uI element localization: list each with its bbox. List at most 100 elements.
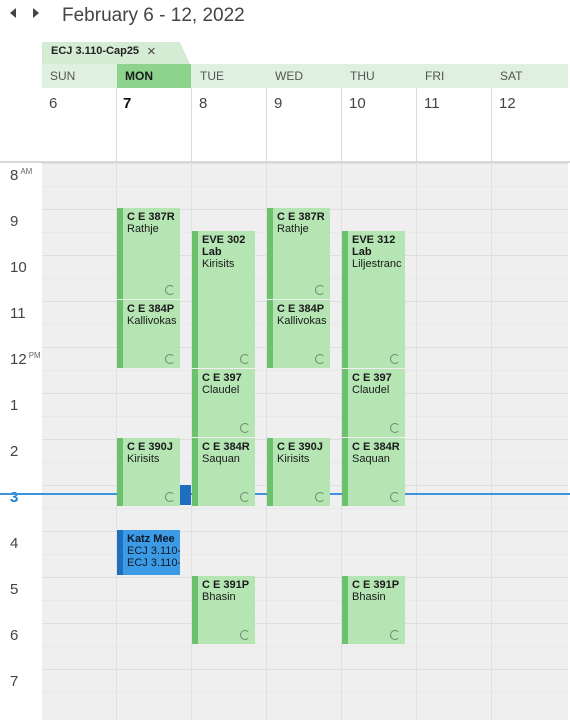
- day-header-mon[interactable]: MON: [117, 64, 191, 88]
- previous-week-arrow-icon[interactable]: [10, 8, 16, 18]
- column-divider: [266, 88, 267, 162]
- recurring-icon: [315, 492, 325, 502]
- hour-grid-line: [42, 393, 568, 394]
- half-hour-grid-line: [42, 186, 568, 187]
- hour-grid-line: [42, 669, 568, 670]
- date-number-mon[interactable]: 7: [123, 95, 132, 112]
- hour-label-8am: 8 AM: [10, 167, 33, 184]
- event-ce-384r-tue[interactable]: C E 384R Saquan: [192, 438, 255, 506]
- event-detail: Kallivokas: [277, 315, 327, 327]
- event-detail: ECJ 3.110-: [127, 557, 180, 569]
- event-title-line2: Lab: [202, 246, 222, 258]
- half-hour-grid-line: [42, 600, 568, 601]
- event-title: C E 384P: [127, 303, 175, 315]
- event-ce-390j-mon[interactable]: C E 390J Kirisits: [117, 438, 180, 506]
- event-title: EVE 312: [352, 234, 396, 246]
- event-eve-302-lab-tue[interactable]: EVE 302 Lab Kirisits: [192, 231, 255, 368]
- recurring-icon: [165, 285, 175, 295]
- half-hour-grid-line: [42, 646, 568, 647]
- column-divider: [191, 88, 192, 162]
- recurring-icon: [240, 423, 250, 433]
- hour-label-9: 9: [10, 213, 19, 230]
- event-title: C E 384P: [277, 303, 325, 315]
- event-ce-397-tue[interactable]: C E 397 Claudel: [192, 369, 255, 437]
- column-divider: [416, 88, 417, 162]
- recurring-icon: [240, 354, 250, 364]
- day-header-tue[interactable]: TUE: [200, 69, 224, 83]
- all-day-area[interactable]: [42, 88, 568, 162]
- event-title: C E 397: [352, 372, 392, 384]
- event-ce-384r-thu[interactable]: C E 384R Saquan: [342, 438, 405, 506]
- recurring-icon: [315, 285, 325, 295]
- close-calendar-icon[interactable]: ×: [147, 43, 156, 60]
- event-title: C E 390J: [277, 441, 323, 453]
- grid-column-divider: [116, 163, 117, 720]
- half-hour-grid-line: [42, 370, 568, 371]
- calendar-tab[interactable]: [42, 42, 190, 64]
- event-title: C E 391P: [352, 579, 400, 591]
- event-ce-387r-wed[interactable]: C E 387R Rathje: [267, 208, 330, 299]
- event-title: C E 391P: [202, 579, 250, 591]
- grid-column-divider: [341, 163, 342, 720]
- event-title-line2: Lab: [352, 246, 372, 258]
- event-ce-384p-mon[interactable]: C E 384P Kallivokas: [117, 300, 180, 368]
- event-title: C E 384R: [352, 441, 400, 453]
- event-detail: Bhasin: [202, 591, 236, 603]
- event-ce-387r-mon[interactable]: C E 387R Rathje: [117, 208, 180, 299]
- event-detail: Kallivokas: [127, 315, 177, 327]
- grid-column-divider: [491, 163, 492, 720]
- event-title: EVE 302: [202, 234, 246, 246]
- event-detail: Claudel: [352, 384, 390, 396]
- event-title: Katz Mee: [127, 533, 175, 545]
- event-detail: Saquan: [352, 453, 390, 465]
- hour-label-5: 5: [10, 581, 19, 598]
- event-eve-312-lab-thu[interactable]: EVE 312 Lab Liljestranc: [342, 231, 405, 368]
- recurring-icon: [390, 492, 400, 502]
- recurring-icon: [240, 630, 250, 640]
- hour-label-6: 6: [10, 627, 19, 644]
- column-divider: [491, 88, 492, 162]
- grid-column-divider: [416, 163, 417, 720]
- half-hour-grid-line: [42, 554, 568, 555]
- recurring-icon: [390, 423, 400, 433]
- event-title: C E 390J: [127, 441, 173, 453]
- event-detail: Saquan: [202, 453, 240, 465]
- event-ce-391p-tue[interactable]: C E 391P Bhasin: [192, 576, 255, 644]
- day-header-sun[interactable]: SUN: [50, 69, 76, 83]
- date-number-wed[interactable]: 9: [274, 95, 283, 112]
- event-katz-meeting-mon[interactable]: Katz Mee ECJ 3.110- ECJ 3.110-: [117, 530, 180, 575]
- selection-marker: [180, 485, 191, 505]
- hour-grid-line: [42, 531, 568, 532]
- next-week-arrow-icon[interactable]: [33, 8, 39, 18]
- date-number-sun[interactable]: 6: [49, 95, 58, 112]
- hour-label-3-current: 3: [10, 489, 19, 506]
- event-ce-391p-thu[interactable]: C E 391P Bhasin: [342, 576, 405, 644]
- event-detail: Bhasin: [352, 591, 386, 603]
- recurring-icon: [165, 492, 175, 502]
- hour-label-7: 7: [10, 673, 19, 690]
- day-header-wed[interactable]: WED: [275, 69, 303, 83]
- day-header-thu[interactable]: THU: [350, 69, 375, 83]
- half-hour-grid-line: [42, 416, 568, 417]
- day-header-fri[interactable]: FRI: [425, 69, 445, 83]
- hour-grid-line: [42, 577, 568, 578]
- event-title: C E 397: [202, 372, 242, 384]
- date-number-tue[interactable]: 8: [199, 95, 208, 112]
- hour-label-12pm: 12 PM: [10, 351, 41, 368]
- event-detail: Kirisits: [202, 258, 235, 270]
- header-divider: [0, 161, 570, 163]
- hour-label-2: 2: [10, 443, 19, 460]
- event-ce-384p-wed[interactable]: C E 384P Kallivokas: [267, 300, 330, 368]
- event-ce-397-thu[interactable]: C E 397 Claudel: [342, 369, 405, 437]
- recurring-icon: [390, 354, 400, 364]
- date-number-sat[interactable]: 12: [499, 95, 516, 112]
- event-detail: Liljestranc: [352, 258, 402, 270]
- event-detail: Rathje: [277, 223, 309, 235]
- day-header-sat[interactable]: SAT: [500, 69, 523, 83]
- event-detail: Rathje: [127, 223, 159, 235]
- recurring-icon: [240, 492, 250, 502]
- event-ce-390j-wed[interactable]: C E 390J Kirisits: [267, 438, 330, 506]
- event-detail: Kirisits: [277, 453, 310, 465]
- date-number-thu[interactable]: 10: [349, 95, 366, 112]
- date-number-fri[interactable]: 11: [424, 95, 440, 112]
